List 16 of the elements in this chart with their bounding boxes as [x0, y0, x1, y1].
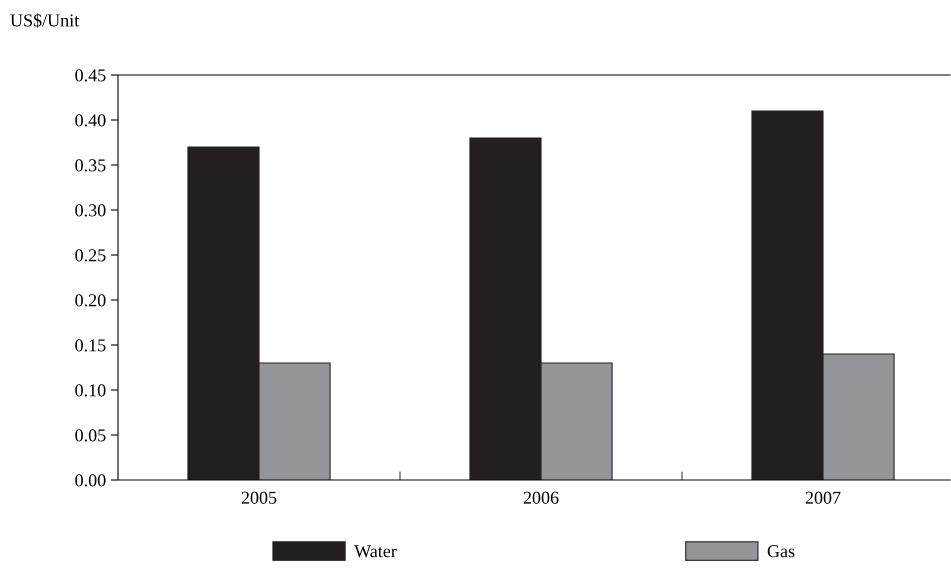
x-tick-label: 2007 — [806, 492, 841, 504]
y-tick-label: 0.25 — [75, 249, 106, 262]
y-tick-label: 0.20 — [75, 294, 106, 307]
y-tick-label: 0.35 — [75, 159, 106, 172]
y-tick-label: 0.45 — [75, 69, 106, 82]
y-axis-title: US$/Unit — [10, 13, 80, 28]
x-tick-label: 2005 — [242, 492, 276, 504]
y-tick-label: 0.10 — [75, 384, 106, 397]
y-tick-label: 0.00 — [75, 474, 106, 487]
legend-label: Gas — [768, 545, 794, 558]
x-tick-label: 2006 — [524, 492, 559, 504]
y-tick-label: 0.30 — [75, 204, 106, 217]
y-tick-label: 0.40 — [75, 114, 106, 127]
legend-label: Water — [354, 545, 397, 558]
y-tick-label: 0.05 — [75, 429, 106, 442]
y-tick-label: 0.15 — [75, 339, 106, 352]
